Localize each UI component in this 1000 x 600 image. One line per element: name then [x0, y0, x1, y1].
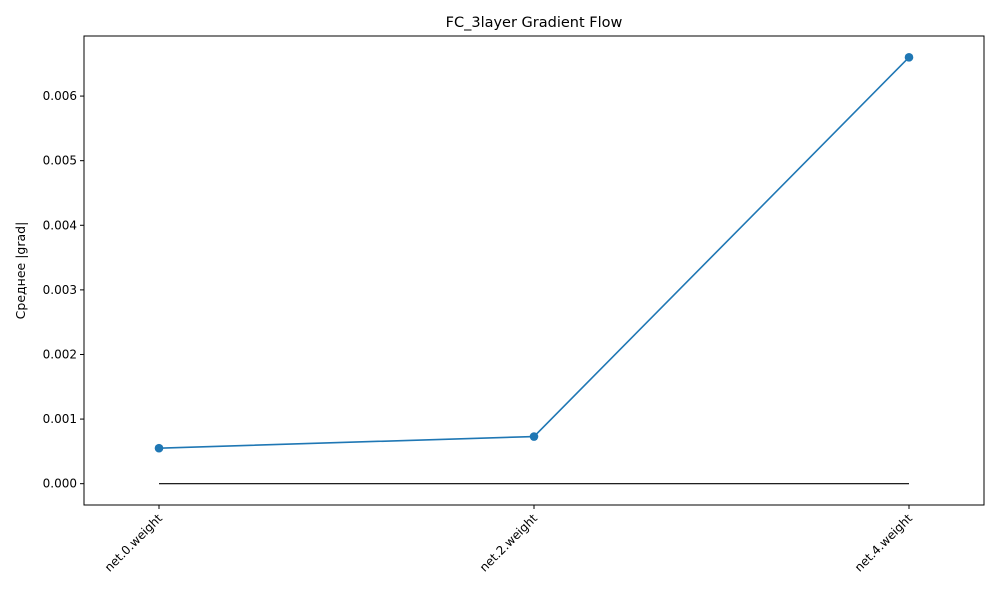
data-point-net-0-weight	[154, 443, 164, 453]
y-tick-label: 0.004	[43, 218, 77, 232]
y-tick-label: 0.000	[43, 477, 77, 491]
data-point-net-2-weight	[529, 432, 539, 441]
data-point-net-4-weight	[904, 53, 914, 62]
y-axis-ticks: 0.000 0.001 0.002 0.003 0.004 0.005 0.006	[43, 89, 84, 491]
y-tick-label: 0.005	[43, 154, 77, 168]
y-tick-label: 0.002	[43, 347, 77, 361]
y-tick-label: 0.001	[43, 412, 77, 426]
y-axis-label: Среднее |grad|	[13, 222, 28, 320]
chart-title: FC_3layer Gradient Flow	[446, 15, 623, 31]
series-layer	[154, 53, 914, 453]
y-tick-label: 0.006	[43, 89, 77, 103]
plot-area-frame	[83, 35, 985, 506]
y-tick-label: 0.003	[43, 283, 77, 297]
